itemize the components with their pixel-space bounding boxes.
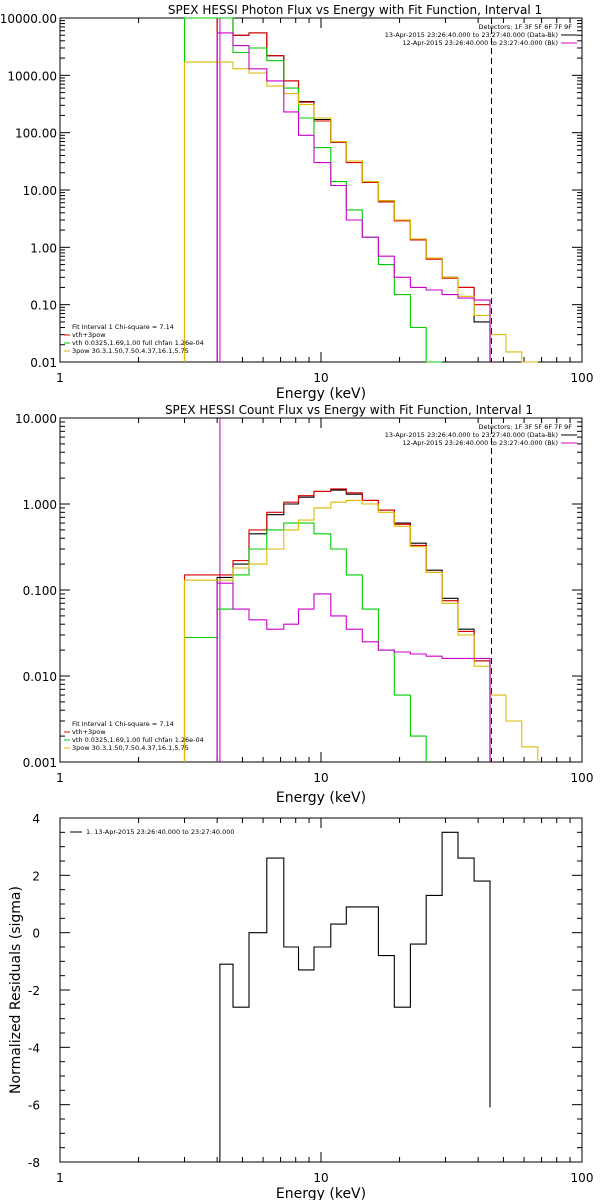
legend-line: Fit Interval 1 Chi-square = 7.14 xyxy=(72,323,174,331)
legend-line: vth 0.0325,1.69,1.00 full chfan 1.26e-04 xyxy=(72,339,204,347)
series-line xyxy=(183,522,427,762)
legend-line: 1. 13-Apr-2015 23:26:40.000 to 23:27:40.… xyxy=(86,828,235,836)
legend-bottom-left: Fit Interval 1 Chi-square = 7.14 vth+3po… xyxy=(64,323,204,355)
x-tick-label: 1 xyxy=(56,371,64,385)
y-tick-label: 100.00 xyxy=(15,127,57,141)
plot-frame xyxy=(59,817,583,1163)
legend-line: Fit Interval 1 Chi-square = 7.14 xyxy=(72,720,174,728)
x-axis-label: Energy (keV) xyxy=(276,386,366,402)
legend-top-left: 1. 13-Apr-2015 23:26:40.000 to 23:27:40.… xyxy=(70,828,235,836)
x-tick-label: 1 xyxy=(56,771,64,785)
plot-frame xyxy=(59,417,583,763)
legend-line: vth+3pow xyxy=(72,331,106,339)
series-line xyxy=(183,488,491,762)
y-tick-label: -8 xyxy=(28,1156,40,1170)
legend-line: vth 0.0325,1.69,1.00 full chfan 1.26e-04 xyxy=(72,736,204,744)
y-tick-label: 0 xyxy=(32,927,40,941)
x-tick-label: 10 xyxy=(313,371,328,385)
series-line xyxy=(216,17,491,362)
chart-title: SPEX HESSI Count Flux vs Energy with Fit… xyxy=(165,403,533,417)
x-tick-label: 100 xyxy=(571,771,594,785)
y-tick-label: 10000.00 xyxy=(0,12,57,26)
x-tick-label: 1 xyxy=(56,1171,64,1185)
y-tick-label: 10.000 xyxy=(15,412,57,426)
y-tick-label: 1.00 xyxy=(30,241,57,255)
photon-flux-panel: SPEX HESSI Photon Flux vs Energy with Fi… xyxy=(0,3,593,402)
y-tick-label: 1000.00 xyxy=(7,69,57,83)
y-tick-label: -6 xyxy=(28,1099,40,1113)
series-line xyxy=(219,831,491,1162)
series-line xyxy=(216,32,491,362)
y-tick-label: 1.000 xyxy=(23,498,57,512)
residuals-panel: 1 10 100 4 2 0 -2 -4 -6 -8 Energy (keV) Normalize… xyxy=(8,812,593,1200)
legend-line: 13-Apr-2015 23:26:40.000 to 23:27:40.000… xyxy=(385,31,558,39)
y-tick-label: -2 xyxy=(28,984,40,998)
legend-top-right: Detectors: 1F 3F 5F 6F 7F 9F 13-Apr-2015… xyxy=(385,423,577,447)
x-tick-label: 10 xyxy=(313,771,328,785)
legend-line: Detectors: 1F 3F 5F 6F 7F 9F xyxy=(478,23,572,31)
y-tick-label: 2 xyxy=(32,869,40,883)
legend-line: vth+3pow xyxy=(72,728,106,736)
x-tick-label: 10 xyxy=(313,1171,328,1185)
plot-frame xyxy=(59,17,583,363)
y-tick-label: 0.100 xyxy=(23,584,57,598)
y-tick-label: 10.00 xyxy=(23,184,57,198)
legend-top-right: Detectors: 1F 3F 5F 6F 7F 9F 13-Apr-2015… xyxy=(385,23,577,47)
series-line xyxy=(183,17,443,363)
legend-line: 3pow 30.3,1.50,7.50,4.37,16.1,5.75 xyxy=(72,347,189,355)
legend-line: 3pow 30.3,1.50,7.50,4.37,16.1,5.75 xyxy=(72,744,189,752)
x-tick-label: 100 xyxy=(571,371,594,385)
chart-title: SPEX HESSI Photon Flux vs Energy with Fi… xyxy=(168,3,542,17)
legend-line: 12-Apr-2015 23:26:40.000 to 23:27:40.000… xyxy=(402,39,558,47)
series-line xyxy=(183,61,538,363)
y-tick-label: 0.010 xyxy=(23,670,57,684)
y-tick-label: 4 xyxy=(32,812,40,826)
y-tick-label: 0.001 xyxy=(23,756,57,770)
y-tick-label: -4 xyxy=(28,1041,40,1055)
legend-line: 13-Apr-2015 23:26:40.000 to 23:27:40.000… xyxy=(385,431,558,439)
legend-line: Detectors: 1F 3F 5F 6F 7F 9F xyxy=(478,423,572,431)
series-line xyxy=(216,582,491,762)
x-axis-label: Energy (keV) xyxy=(276,1186,366,1200)
y-axis-label: Normalized Residuals (sigma) xyxy=(8,886,24,1094)
y-tick-label: 0.01 xyxy=(30,356,57,370)
count-flux-panel: SPEX HESSI Count Flux vs Energy with Fit… xyxy=(15,403,593,806)
x-tick-label: 100 xyxy=(571,1171,594,1185)
series-line xyxy=(216,17,491,362)
series-line xyxy=(216,489,491,762)
series-line xyxy=(183,499,539,762)
legend-bottom-left: Fit Interval 1 Chi-square = 7.14 vth+3po… xyxy=(64,720,204,752)
x-axis-label: Energy (keV) xyxy=(276,790,366,806)
legend-line: 12-Apr-2015 23:26:40.000 to 23:27:40.000… xyxy=(402,439,558,447)
y-tick-label: 0.10 xyxy=(30,299,57,313)
